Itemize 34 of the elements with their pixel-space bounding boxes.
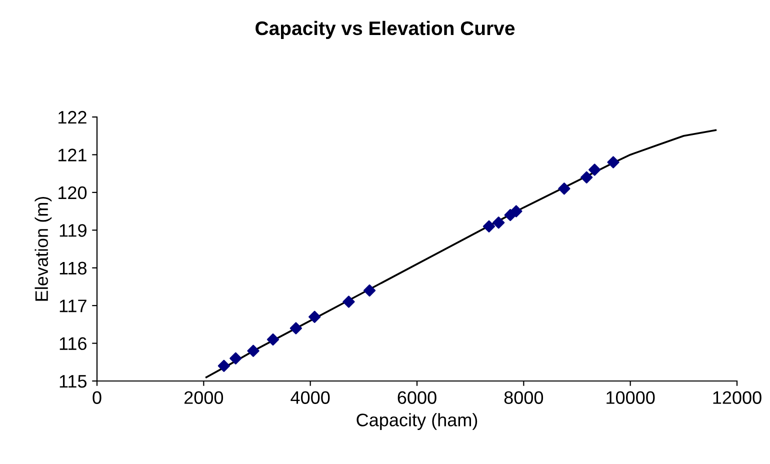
point [580,171,593,184]
y-tick-label: 119 [60,224,86,237]
x-tick-label: 0 [92,391,102,404]
point [230,352,242,364]
x-tick-label: 4000 [290,391,330,404]
point [588,164,601,176]
point [308,310,321,323]
point [558,182,570,195]
point [290,322,302,334]
point [218,360,230,372]
point [363,284,376,297]
point [247,344,260,357]
y-tick-label: 120 [58,186,87,200]
y-axis-title: Elevation (m) [34,196,52,301]
x-tick-label: 6000 [398,391,436,404]
x-tick-label: 2000 [184,391,224,404]
point [342,296,355,308]
y-tick-label: 118 [60,262,86,275]
y-tick-label: 122 [58,110,86,124]
y-tick-label: 115 [60,375,87,388]
point [492,216,505,229]
x-tick-label: 8000 [504,391,544,404]
line-series [205,129,717,378]
y-tick-label: 116 [60,337,86,350]
x-axis-title: Capacity (ham) [356,413,478,430]
point [482,220,496,232]
x-tick-label: 12000 [713,391,762,404]
y-tick-label: 117 [60,300,86,312]
x-tick-label: 10000 [606,391,655,404]
chart-title: Capacity vs Elevation Curve [256,20,515,40]
point [510,205,522,218]
point [607,156,620,168]
y-tick-label: 121 [58,148,86,162]
point [266,333,280,346]
